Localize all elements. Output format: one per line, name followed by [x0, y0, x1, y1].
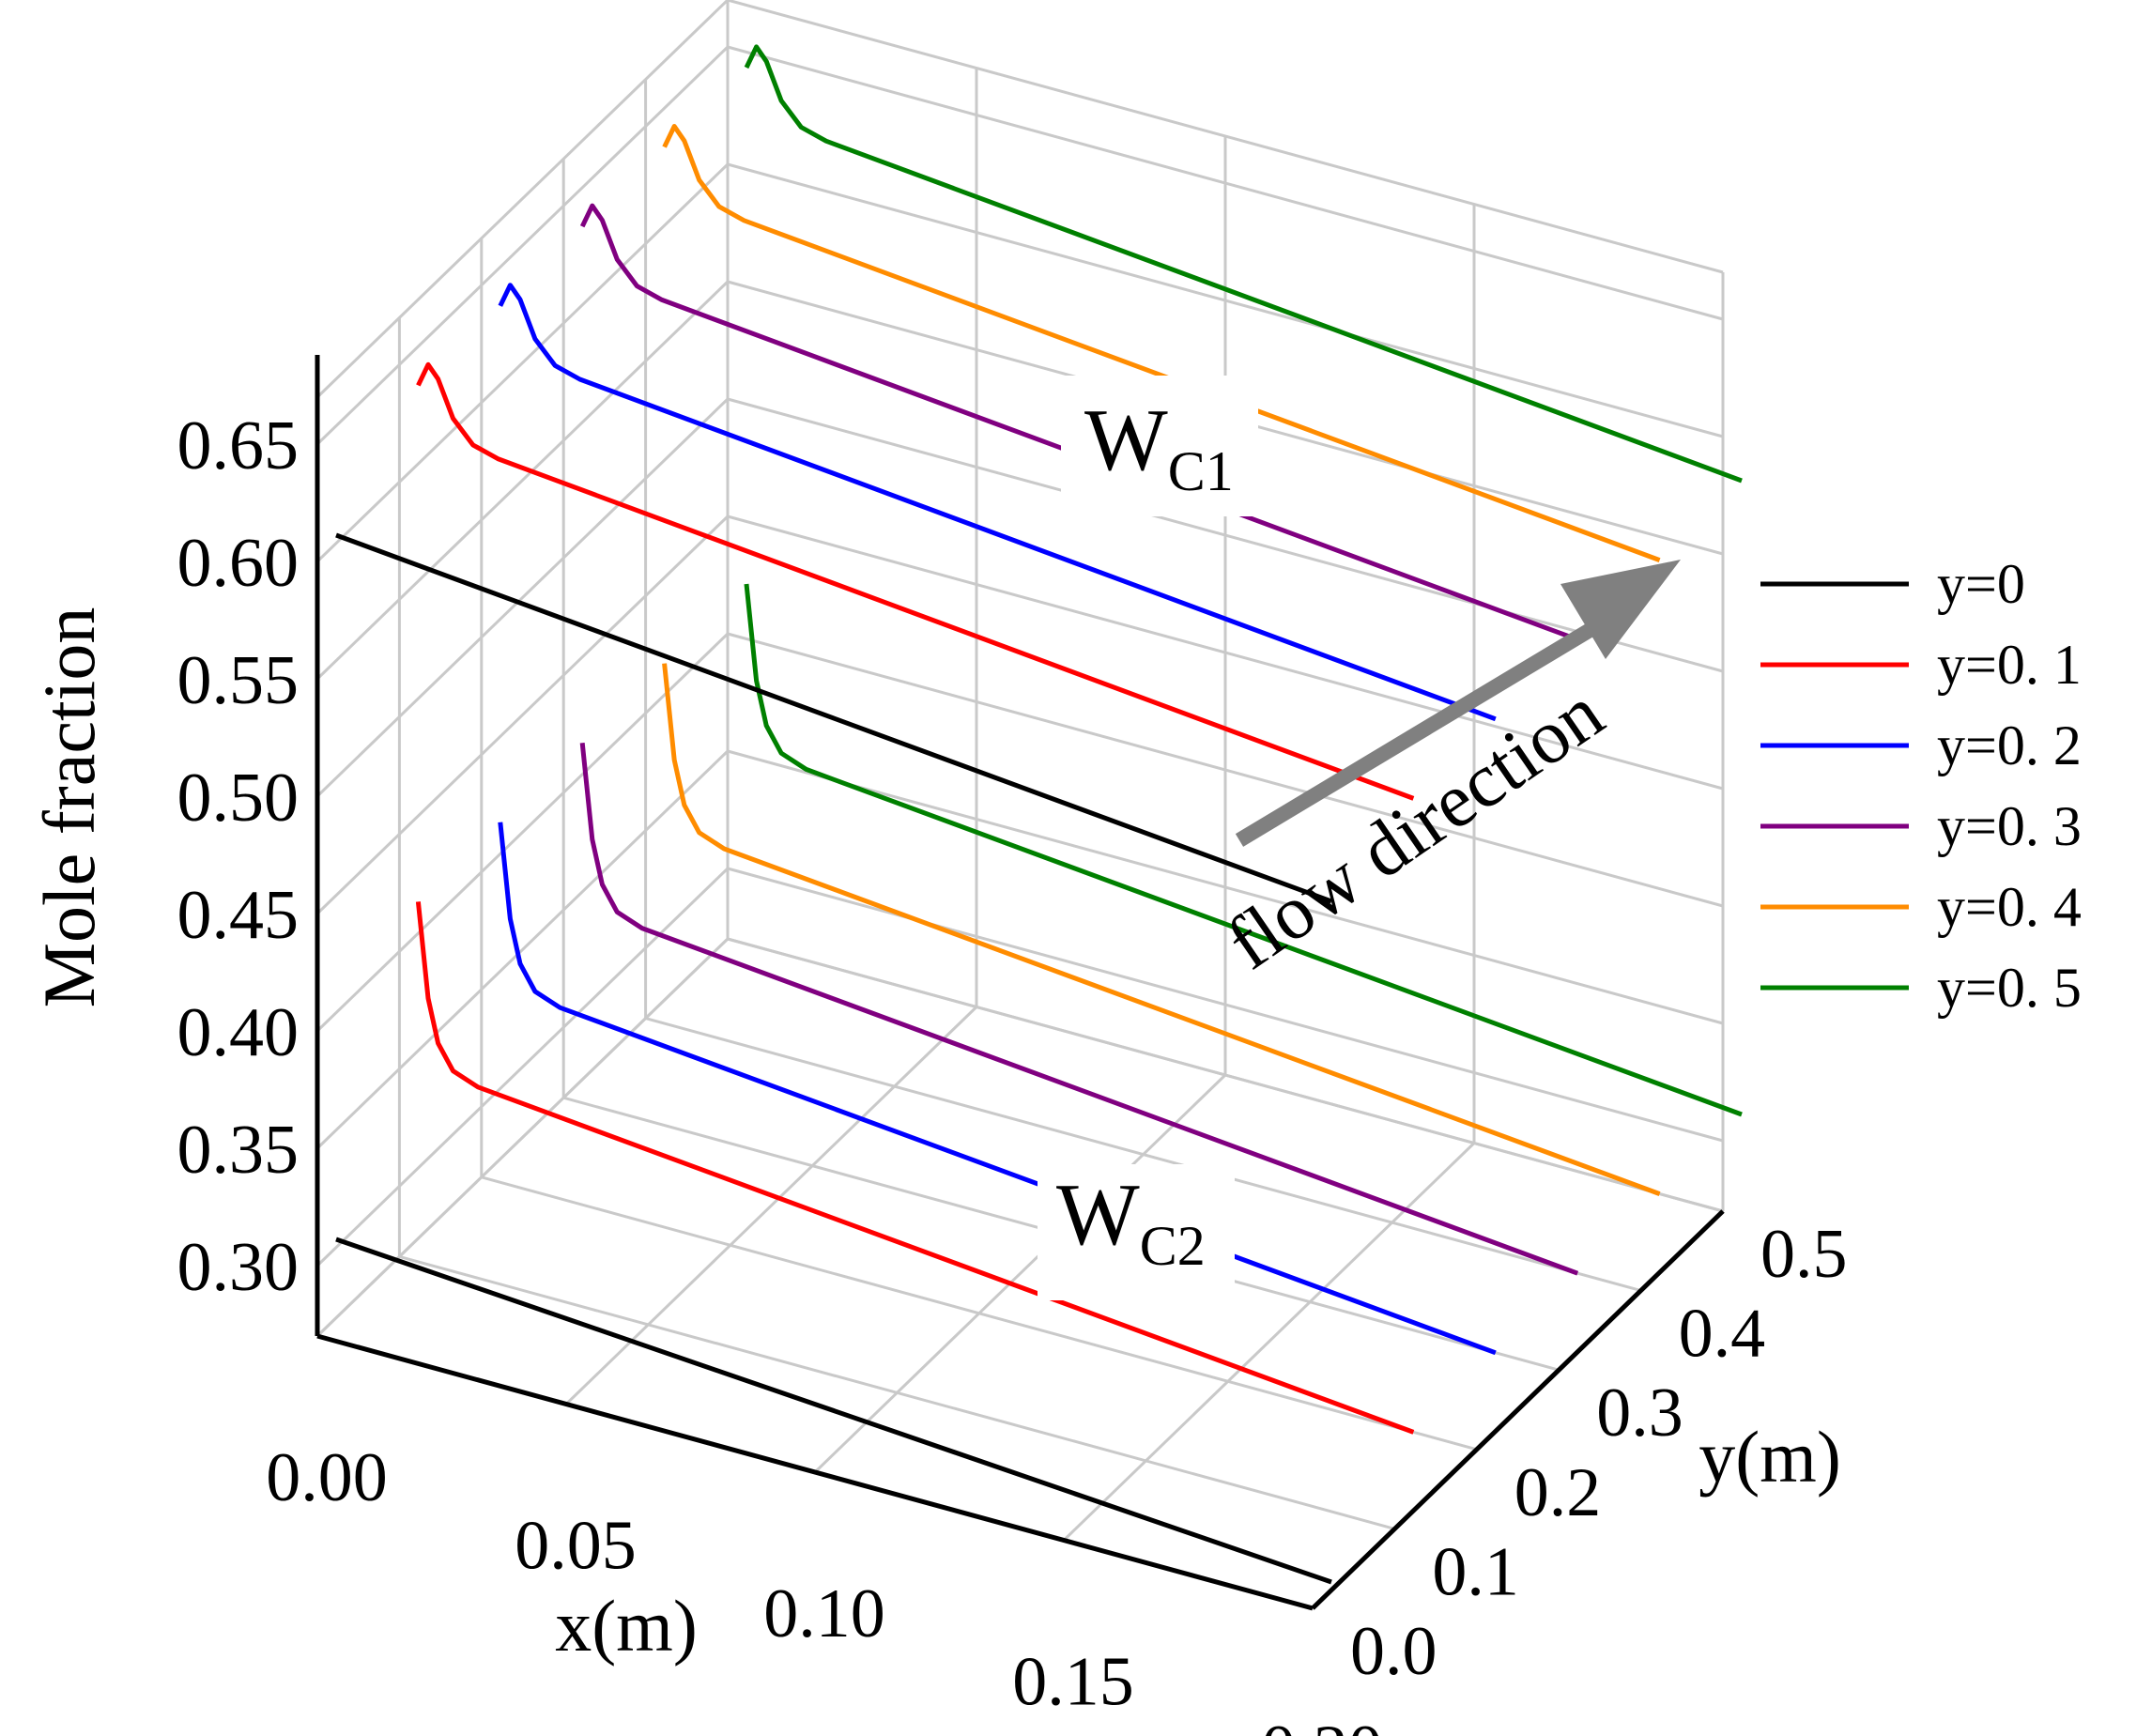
- x-tick-label: 0.10: [763, 1575, 885, 1652]
- grid-backwall-z-8: [727, 45, 1724, 321]
- z-tick-label: 0.30: [177, 1229, 300, 1306]
- series-line-wc1-2: [498, 283, 1497, 722]
- flow-direction-arrow-shaft: [1235, 608, 1620, 847]
- wc2-label-background: [1038, 1164, 1235, 1300]
- z-tick-label: 0.50: [177, 760, 300, 837]
- grid-floor-y-1: [399, 1254, 1395, 1530]
- x-tick-label: 0.15: [1012, 1644, 1134, 1721]
- y-tick-label: 0.5: [1760, 1216, 1848, 1293]
- legend-label: y=0. 5: [1937, 957, 2082, 1019]
- series-line-wc2-9: [579, 742, 1579, 1276]
- grid-sidewall-z-3: [315, 632, 730, 1033]
- z-tick-label: 0.65: [177, 407, 300, 484]
- y-tick-label: 0.4: [1679, 1296, 1766, 1373]
- grid-backwall-z-5: [727, 397, 1724, 673]
- grid-sidewall-z-7: [315, 162, 730, 563]
- z-tick-label: 0.45: [177, 877, 300, 954]
- grid-sidewall-z-4: [315, 515, 730, 915]
- axis-layer: 0.30 0.35 0.40 0.45 0.50 0.55 0.60 0.65 0.00 0.05…: [28, 355, 1848, 1736]
- y-tick-label: 0.3: [1596, 1375, 1683, 1452]
- grid-backwall-z-0: [727, 937, 1724, 1213]
- grid-backwall-z-1: [727, 867, 1724, 1143]
- series-line-wc1-4: [662, 124, 1661, 562]
- grid-floor-x-2: [813, 1073, 1227, 1474]
- grid-sidewall-z-1: [315, 867, 730, 1267]
- series-line-wc2-7: [415, 901, 1415, 1435]
- grid-sidewall-z-9: [315, 0, 730, 399]
- legend-label: y=0. 4: [1937, 876, 2082, 938]
- grid-backwall-z-2: [727, 749, 1724, 1025]
- z-axis-title: Mole fraction: [28, 607, 110, 1008]
- x-tick-label: 0.05: [515, 1508, 637, 1585]
- flow-direction-arrow-head: [1560, 560, 1681, 659]
- legend-label: y=0. 1: [1937, 634, 2082, 696]
- x-axis-line: [316, 1333, 1314, 1611]
- series-layer: [335, 44, 1743, 1585]
- grid-floor-x-1: [564, 1006, 978, 1406]
- y-axis-title: y(m): [1699, 1416, 1841, 1498]
- grid-sidewall-z-0: [315, 937, 730, 1338]
- legend: y=0 y=0. 1 y=0. 2 y=0. 3 y=0. 4 y=0. 5: [1760, 553, 2082, 1019]
- grid-floor-y-4: [645, 1017, 1641, 1293]
- z-tick-label: 0.40: [177, 994, 300, 1071]
- legend-label: y=0. 3: [1937, 795, 2082, 857]
- series-line-wc2-6: [335, 1237, 1332, 1585]
- series-line-wc1-0: [335, 532, 1332, 904]
- series-line-wc2-10: [662, 663, 1661, 1196]
- z-tick-label: 0.55: [177, 642, 300, 719]
- grid-sidewall-z-8: [315, 45, 730, 446]
- series-line-wc1-3: [579, 203, 1579, 642]
- wc1-label: WC1: [1084, 392, 1234, 502]
- series-line-wc1-5: [744, 44, 1743, 484]
- wc1-label-background: [1061, 376, 1258, 516]
- grid-backwall-z-9: [727, 0, 1724, 274]
- grid-sidewall-z-6: [315, 280, 730, 681]
- grid-floor-y-2: [481, 1175, 1478, 1452]
- grid-backwall-z-7: [727, 162, 1724, 438]
- series-line-wc2-11: [744, 583, 1743, 1117]
- grid-backwall-z-3: [727, 632, 1724, 908]
- y-tick-label: 0.0: [1350, 1613, 1437, 1690]
- x-tick-label: 0.20: [1261, 1712, 1383, 1736]
- grid-backwall-z-4: [727, 515, 1724, 791]
- legend-label: y=0: [1937, 553, 2025, 615]
- z-tick-label: 0.35: [177, 1112, 300, 1189]
- x-tick-label: 0.00: [266, 1439, 388, 1516]
- grid-sidewall-z-2: [315, 749, 730, 1150]
- y-tick-label: 0.1: [1432, 1533, 1519, 1610]
- y-axis-line: [1311, 1209, 1725, 1610]
- y-tick-label: 0.2: [1514, 1454, 1602, 1531]
- wc2-label: WC2: [1056, 1166, 1206, 1277]
- x-axis-title: x(m): [555, 1585, 698, 1667]
- series-line-wc2-8: [498, 822, 1497, 1356]
- z-tick-label: 0.60: [177, 525, 300, 602]
- legend-label: y=0. 2: [1937, 714, 2082, 776]
- grid-sidewall-z-5: [315, 397, 730, 798]
- series-line-wc1-1: [416, 361, 1415, 801]
